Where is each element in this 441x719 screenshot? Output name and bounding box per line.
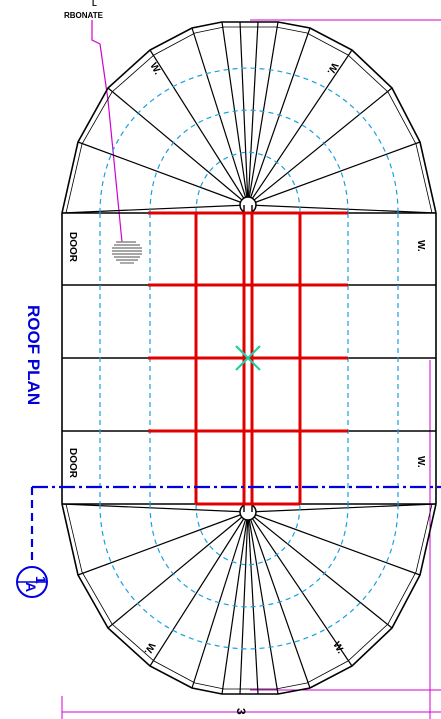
bottom-hub [239,503,257,521]
center-mark [235,345,261,371]
top-hub [239,196,257,214]
section-line [30,485,441,565]
radial-rafters-bottom [61,503,437,695]
window-label-bottom-left: W. [141,641,156,657]
window-label-bottom-right: W. [330,640,345,656]
dimension-label: 3 [234,708,248,715]
note-line-1: L [92,0,97,8]
radial-rafters-top [61,21,437,214]
window-label-top-left: W. [147,61,162,77]
note-line-2: RBONATE [64,11,104,20]
note-leader-line [91,20,123,243]
drawing-title: ROOF PLAN [24,305,43,405]
section-marker-number: 1 [33,576,49,584]
window-label-top-right: W. [324,61,339,77]
door-label-upper: DOOR [67,232,78,263]
section-marker: A 1 [16,566,49,598]
material-hatch [112,241,142,264]
dimension-lines [61,19,441,719]
red-frame [148,211,348,506]
door-label-lower: DOOR [67,448,78,479]
building-inner-outline [65,26,433,690]
window-label-right-upper: W. [415,240,426,252]
window-label-right-lower: W. [415,456,426,468]
section-marker-letter: A [23,582,39,592]
